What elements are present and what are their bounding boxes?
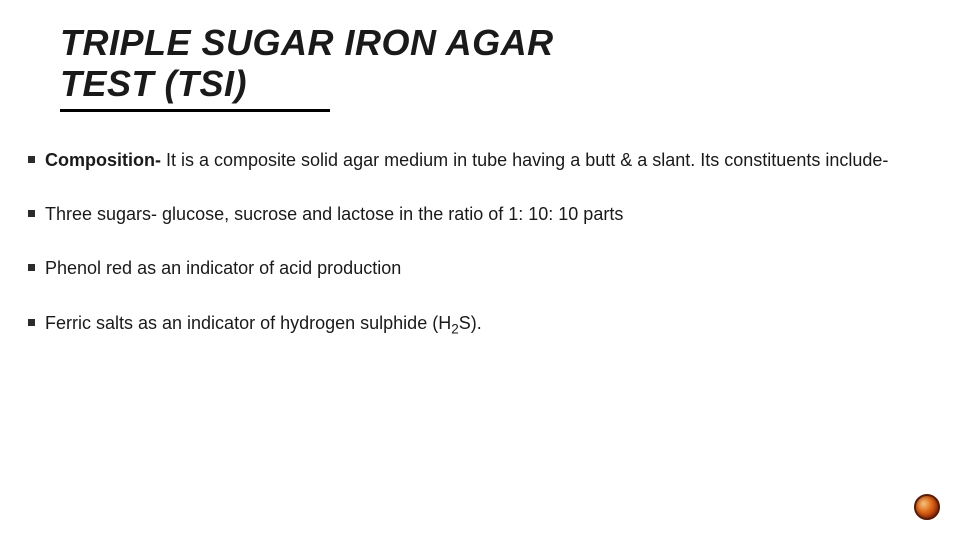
bullet-marker-icon: [28, 210, 35, 217]
bullet-item: Three sugars- glucose, sucrose and lacto…: [28, 202, 932, 226]
bullet-text: Phenol red as an indicator of acid produ…: [45, 256, 932, 280]
bullet-rest: Three sugars- glucose, sucrose and lacto…: [45, 204, 623, 224]
bullet-marker-icon: [28, 264, 35, 271]
slide: TRIPLE SUGAR IRON AGAR TEST (TSI) Compos…: [0, 0, 960, 540]
bullet-marker-icon: [28, 319, 35, 326]
bullet-rest: Ferric salts as an indicator of hydrogen…: [45, 313, 482, 333]
bullet-marker-icon: [28, 156, 35, 163]
bullet-rest: Phenol red as an indicator of acid produ…: [45, 258, 401, 278]
bullet-bold-prefix: Composition-: [45, 150, 166, 170]
bullet-text: Composition- It is a composite solid aga…: [45, 148, 932, 172]
bullet-text: Three sugars- glucose, sucrose and lacto…: [45, 202, 932, 226]
title-line-1: TRIPLE SUGAR IRON AGAR: [60, 22, 554, 63]
bullet-item: Composition- It is a composite solid aga…: [28, 148, 932, 172]
corner-decor-icon: [914, 494, 940, 520]
bullet-item: Phenol red as an indicator of acid produ…: [28, 256, 932, 280]
slide-title: TRIPLE SUGAR IRON AGAR TEST (TSI): [60, 22, 932, 105]
title-block: TRIPLE SUGAR IRON AGAR TEST (TSI): [60, 22, 932, 112]
title-underline: [60, 109, 330, 112]
slide-body: Composition- It is a composite solid aga…: [28, 148, 932, 339]
bullet-text: Ferric salts as an indicator of hydrogen…: [45, 311, 932, 339]
bullet-rest: It is a composite solid agar medium in t…: [166, 150, 888, 170]
bullet-item: Ferric salts as an indicator of hydrogen…: [28, 311, 932, 339]
title-line-2: TEST (TSI): [60, 63, 247, 104]
